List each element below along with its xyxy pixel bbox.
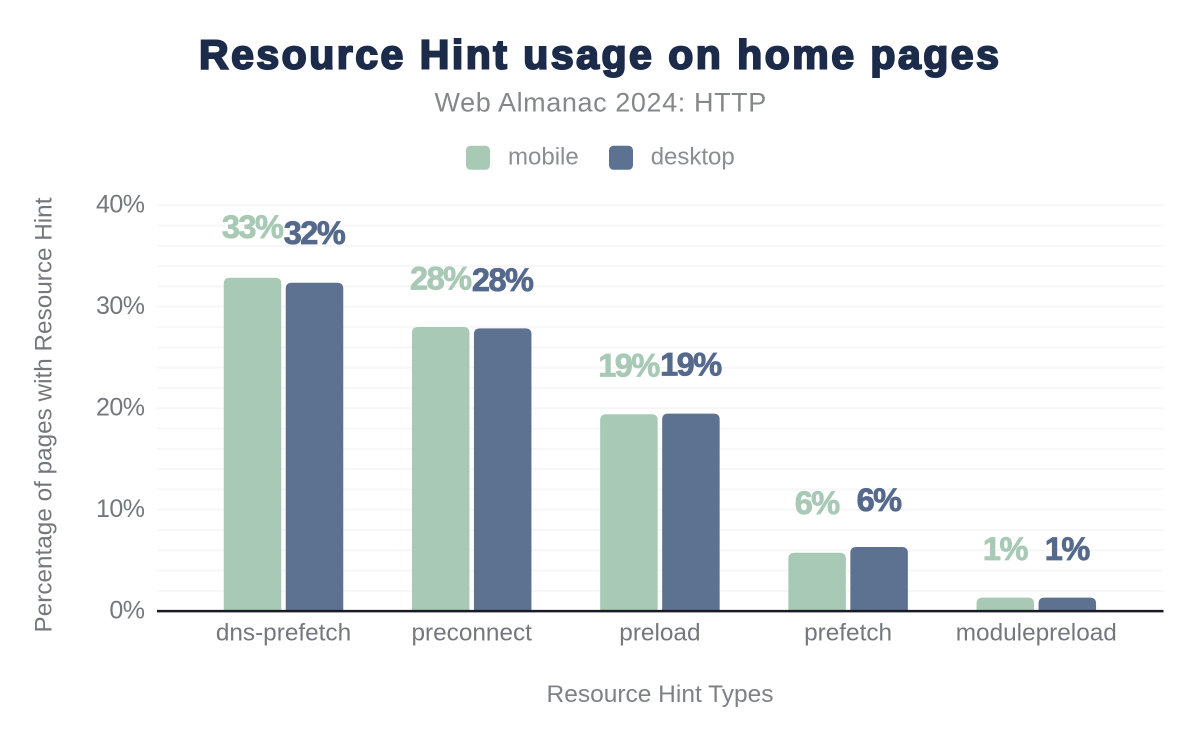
svg-text:1%: 1% (1045, 531, 1091, 567)
svg-text:Percentage of pages with Resou: Percentage of pages with Resource Hint (31, 197, 58, 632)
svg-text:preload: preload (619, 620, 700, 647)
svg-text:modulepreload: modulepreload (956, 620, 1117, 647)
svg-text:28%: 28% (410, 261, 472, 297)
svg-text:desktop: desktop (651, 144, 735, 171)
svg-text:19%: 19% (598, 347, 660, 383)
svg-text:0%: 0% (109, 597, 144, 625)
svg-text:Web Almanac 2024: HTTP: Web Almanac 2024: HTTP (435, 88, 767, 118)
svg-text:preconnect: preconnect (411, 620, 532, 647)
svg-text:20%: 20% (96, 394, 145, 422)
svg-text:28%: 28% (472, 262, 534, 298)
svg-text:40%: 40% (96, 191, 145, 219)
svg-text:Resource Hint Types: Resource Hint Types (547, 681, 774, 708)
svg-text:30%: 30% (96, 292, 145, 320)
svg-text:mobile: mobile (508, 144, 579, 171)
svg-text:dns-prefetch: dns-prefetch (216, 620, 351, 647)
svg-text:Resource Hint usage on home pa: Resource Hint usage on home pages (199, 32, 1001, 78)
svg-text:33%: 33% (222, 209, 284, 245)
svg-text:1%: 1% (983, 531, 1029, 567)
svg-text:10%: 10% (96, 495, 145, 523)
svg-text:6%: 6% (795, 485, 841, 521)
svg-text:prefetch: prefetch (804, 620, 892, 647)
svg-text:32%: 32% (284, 215, 346, 251)
svg-text:19%: 19% (660, 347, 722, 383)
svg-text:6%: 6% (857, 482, 903, 518)
